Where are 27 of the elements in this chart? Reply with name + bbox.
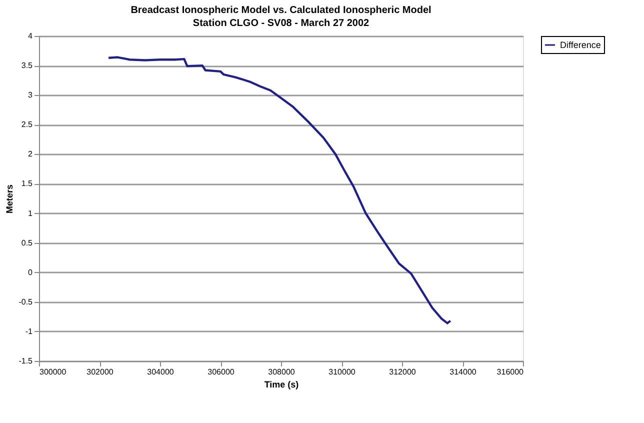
x-tick-label: 304000 — [147, 368, 174, 376]
y-tick-label: -0.5 — [18, 297, 34, 306]
x-tick-label: 300000 — [40, 368, 67, 376]
x-axis-title: Time (s) — [264, 380, 299, 390]
chart-title: Breadcast Ionospheric Model vs. Calculated Ionospheric Model — [130, 5, 432, 16]
y-tick-label: 2.5 — [21, 120, 34, 130]
y-tick-label: -1.5 — [18, 356, 34, 366]
x-tick-label: 314000 — [450, 368, 477, 376]
y-tick-label: 3 — [28, 90, 34, 100]
y-tick-label: 0.5 — [21, 238, 34, 248]
y-tick-label: 3.5 — [21, 61, 34, 70]
x-tick-label: 306000 — [208, 368, 235, 376]
y-axis-title: Meters — [4, 184, 15, 214]
y-tick-label: 2 — [28, 150, 34, 159]
y-tick-label: -1 — [25, 326, 34, 336]
chart-subtitle: Station CLGO - SV08 - March 27 2002 — [192, 18, 370, 29]
legend-label: Difference — [560, 40, 601, 50]
x-tick-label: 308000 — [268, 368, 296, 376]
y-tick-label: 0 — [28, 268, 34, 277]
y-tick-label: 1 — [28, 208, 34, 218]
y-tick-label: 4 — [28, 32, 34, 40]
x-tick-label: 310000 — [328, 368, 356, 376]
x-tick-label: 316000 — [496, 368, 524, 376]
line-series — [107, 56, 452, 324]
y-tick-label: 1.5 — [21, 179, 34, 188]
x-tick-label: 302000 — [86, 368, 114, 376]
x-tick-label: 312000 — [389, 368, 416, 376]
